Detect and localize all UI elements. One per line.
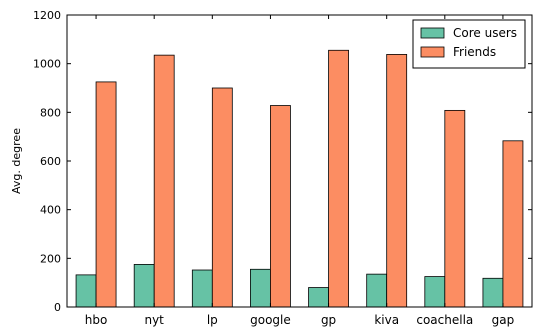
- bar-friends-hbo: [95, 81, 117, 308]
- x-tick-label-hbo: hbo: [85, 313, 108, 327]
- y-tick-label-800: 800: [40, 106, 61, 119]
- x-tick-label-google: google: [250, 313, 291, 327]
- bar-core-users-hbo: [75, 274, 97, 308]
- bar-core-users-nyt: [133, 264, 155, 308]
- y-tick-label-600: 600: [40, 155, 61, 168]
- bar-core-users-lp: [191, 269, 213, 308]
- bars-layer: [75, 49, 524, 308]
- bar-friends-nyt: [153, 54, 175, 308]
- bar-core-users-gp: [308, 287, 329, 308]
- legend: Core users Friends: [412, 19, 526, 69]
- legend-label-core-users: Core users: [453, 26, 517, 40]
- bar-friends-gp: [328, 49, 349, 308]
- bar-friends-kiva: [386, 54, 408, 308]
- y-tick-label-400: 400: [40, 204, 61, 217]
- legend-swatch-core-users: [420, 27, 445, 39]
- y-tick-label-1200: 1200: [33, 9, 61, 22]
- legend-swatch-friends: [420, 46, 445, 58]
- bar-friends-coachella: [444, 109, 466, 308]
- bar-core-users-coachella: [424, 276, 446, 308]
- y-tick-label-1000: 1000: [33, 58, 61, 71]
- x-tick-label-kiva: kiva: [374, 313, 399, 327]
- x-tick-label-gap: gap: [492, 313, 515, 327]
- bar-core-users-kiva: [366, 273, 388, 308]
- x-tick-label-coachella: coachella: [416, 313, 473, 327]
- y-tick-label-200: 200: [40, 252, 61, 265]
- y-axis-label: Avg. degree: [10, 128, 23, 194]
- bar-core-users-gap: [482, 277, 504, 308]
- bar-friends-lp: [211, 87, 233, 308]
- bar-core-users-google: [250, 268, 271, 308]
- x-tick-label-gp: gp: [321, 313, 336, 327]
- legend-label-friends: Friends: [453, 45, 496, 59]
- bar-friends-gap: [502, 140, 524, 308]
- bar-friends-google: [270, 105, 291, 308]
- y-tick-label-0: 0: [54, 301, 61, 314]
- ticks-layer: hbo nyt lp google gp kiva coachella gap 0 200 400 6…: [33, 9, 532, 327]
- x-tick-label-nyt: nyt: [144, 313, 164, 327]
- x-tick-label-lp: lp: [207, 313, 218, 327]
